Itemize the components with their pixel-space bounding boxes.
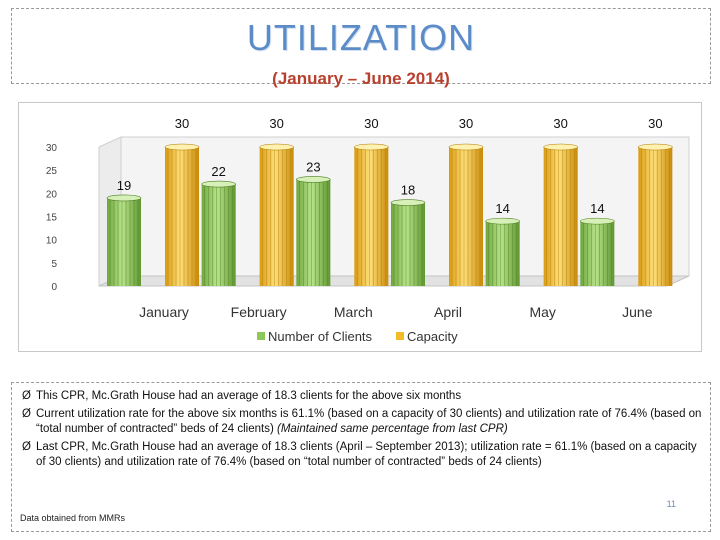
data-label: 30 — [648, 116, 662, 131]
data-label: 14 — [495, 201, 509, 216]
x-tick-label: May — [529, 304, 555, 320]
legend-swatch — [257, 332, 265, 340]
page-number: 11 — [666, 499, 676, 509]
bar-top — [638, 143, 673, 151]
bullet-item: Ø This CPR, Mc.Grath House had an averag… — [22, 389, 702, 404]
x-tick-label: April — [434, 304, 462, 320]
data-label: 30 — [553, 116, 567, 131]
data-label: 18 — [401, 183, 415, 198]
x-tick-label: February — [231, 304, 287, 320]
bar-capacity — [165, 147, 199, 286]
data-label: 14 — [590, 201, 604, 216]
bar-clients — [485, 221, 520, 286]
bar-top — [259, 143, 294, 151]
utilization-chart: 0 5 10 15 20 25 30 19 30 January 22 30 February 23 30 M… — [46, 116, 690, 344]
arrow-bullet-icon: Ø — [22, 408, 31, 420]
arrow-bullet-icon: Ø — [22, 390, 31, 402]
bar-capacity — [354, 147, 389, 286]
y-tick-label: 15 — [46, 213, 58, 224]
bar-capacity — [449, 147, 483, 286]
footnote: Data obtained from MMRs — [20, 513, 126, 523]
y-tick-label: 0 — [51, 282, 57, 293]
bar-capacity — [259, 147, 294, 286]
notes-box: Ø This CPR, Mc.Grath House had an averag… — [11, 382, 711, 532]
arrow-bullet-icon: Ø — [22, 441, 31, 453]
bullet-text: This CPR, Mc.Grath House had an average … — [36, 390, 462, 402]
data-label: 19 — [117, 178, 131, 193]
bar-top — [201, 180, 236, 188]
data-label: 30 — [364, 116, 378, 131]
data-label: 30 — [269, 116, 283, 131]
data-label: 22 — [211, 164, 225, 179]
chart-container: 0 5 10 15 20 25 30 19 30 January 22 30 February 23 30 M… — [18, 102, 702, 352]
bar-clients — [201, 184, 236, 286]
bar-capacity — [638, 147, 673, 286]
bar-top — [296, 176, 331, 183]
bar-top — [580, 217, 615, 225]
bullet-text: Current utilization rate for the above s… — [36, 408, 702, 435]
bar-top — [354, 143, 389, 151]
data-label: 30 — [175, 116, 189, 131]
page-title: UTILIZATION — [246, 17, 476, 58]
data-label: 30 — [459, 116, 473, 131]
bar-top — [390, 199, 426, 206]
bar-top — [543, 143, 578, 151]
bar-clients — [391, 202, 425, 286]
legend-label: Number of Clients — [268, 329, 373, 344]
title-box: UTILIZATION (January – June 2014) — [11, 8, 711, 88]
bullet-text: Last CPR, Mc.Grath House had an average … — [36, 441, 697, 468]
bar-capacity — [543, 147, 578, 286]
bullet-item: Ø Current utilization rate for the above… — [22, 407, 702, 437]
bar-top — [106, 194, 142, 202]
bar-clients — [107, 197, 141, 286]
bullet-italic-note: (Maintained same percentage from last CP… — [277, 423, 508, 435]
y-tick-label: 10 — [46, 236, 58, 247]
x-tick-label: March — [334, 304, 373, 320]
bullet-item: Ø Last CPR, Mc.Grath House had an averag… — [22, 440, 702, 470]
page-subtitle: (January – June 2014) — [272, 69, 450, 88]
x-tick-label: January — [139, 304, 189, 320]
bar-top — [164, 143, 200, 151]
x-tick-label: June — [622, 304, 653, 320]
y-tick-label: 30 — [46, 143, 58, 154]
y-tick-label: 5 — [51, 259, 57, 270]
bullet-list: Ø This CPR, Mc.Grath House had an averag… — [22, 389, 702, 473]
bar-top — [448, 143, 484, 151]
bar-clients — [296, 179, 331, 286]
data-label: 23 — [306, 159, 320, 174]
legend-swatch — [396, 332, 404, 340]
y-tick-label: 25 — [46, 166, 58, 177]
legend-label: Capacity — [407, 329, 458, 344]
bar-top — [485, 217, 520, 225]
y-tick-label: 20 — [46, 189, 58, 200]
bar-clients — [580, 221, 615, 286]
